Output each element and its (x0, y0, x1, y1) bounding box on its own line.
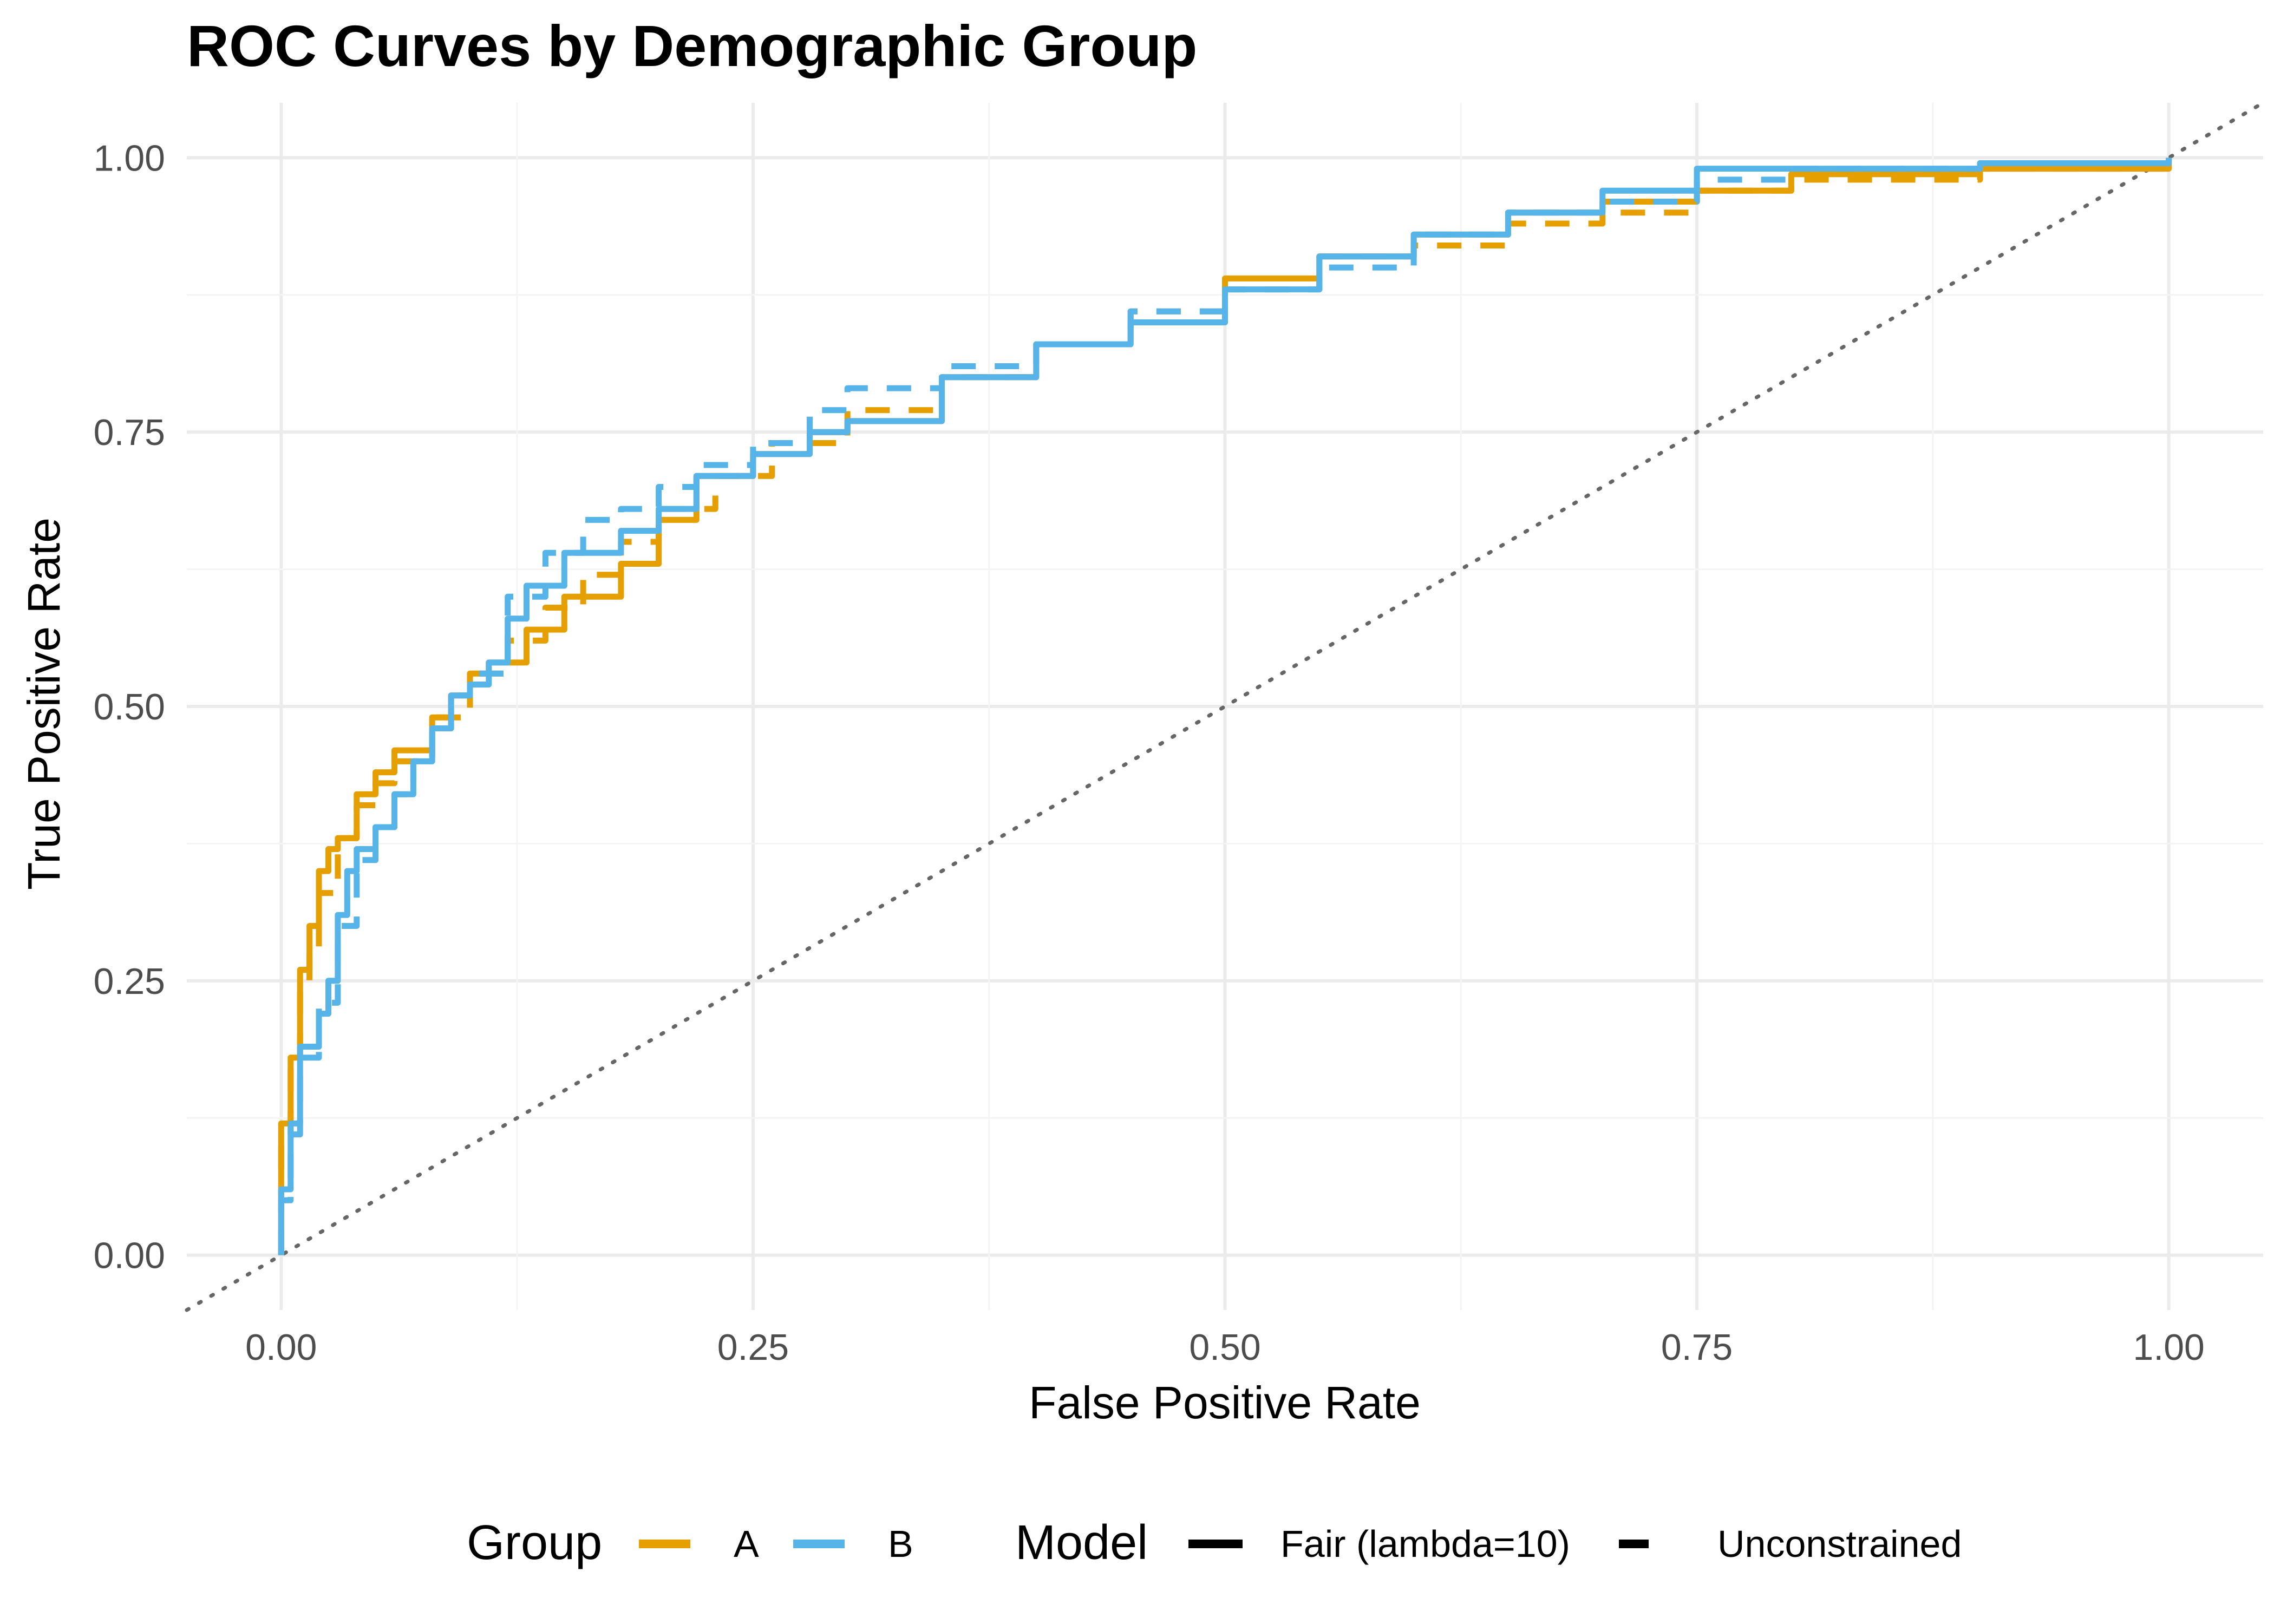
legend-label-unconstrained: Unconstrained (1717, 1523, 1962, 1565)
legend-label-a: A (734, 1523, 759, 1565)
x-tick-label: 0.00 (245, 1327, 317, 1368)
y-tick-label: 0.00 (94, 1235, 165, 1276)
x-tick-label: 0.50 (1189, 1327, 1260, 1368)
legend-group-title: Group (467, 1516, 602, 1570)
x-tick-label: 1.00 (2133, 1327, 2205, 1368)
legend: Group A B Model Fair (lambda=10) Unconst… (467, 1516, 1962, 1570)
y-axis-ticks: 0.00 0.25 0.50 0.75 1.00 (94, 137, 165, 1276)
legend-model-title: Model (1015, 1516, 1148, 1570)
y-tick-label: 1.00 (94, 137, 165, 179)
x-axis-title: False Positive Rate (1029, 1377, 1421, 1428)
legend-label-fair: Fair (lambda=10) (1280, 1523, 1570, 1565)
roc-series (278, 158, 2172, 1255)
x-tick-label: 0.25 (717, 1327, 789, 1368)
y-tick-label: 0.75 (94, 412, 165, 453)
y-axis-title: True Positive Rate (18, 518, 69, 890)
y-tick-label: 0.25 (94, 961, 165, 1002)
x-tick-label: 0.75 (1661, 1327, 1733, 1368)
roc-line-b-unconstrained (278, 158, 2172, 1255)
reference-diagonal-line (185, 101, 2265, 1312)
legend-label-b: B (888, 1523, 913, 1565)
y-tick-label: 0.50 (94, 686, 165, 728)
reference-diagonal (185, 101, 2265, 1312)
x-axis-ticks: 0.00 0.25 0.50 0.75 1.00 (245, 1327, 2205, 1368)
chart-title: ROC Curves by Demographic Group (187, 13, 1197, 78)
